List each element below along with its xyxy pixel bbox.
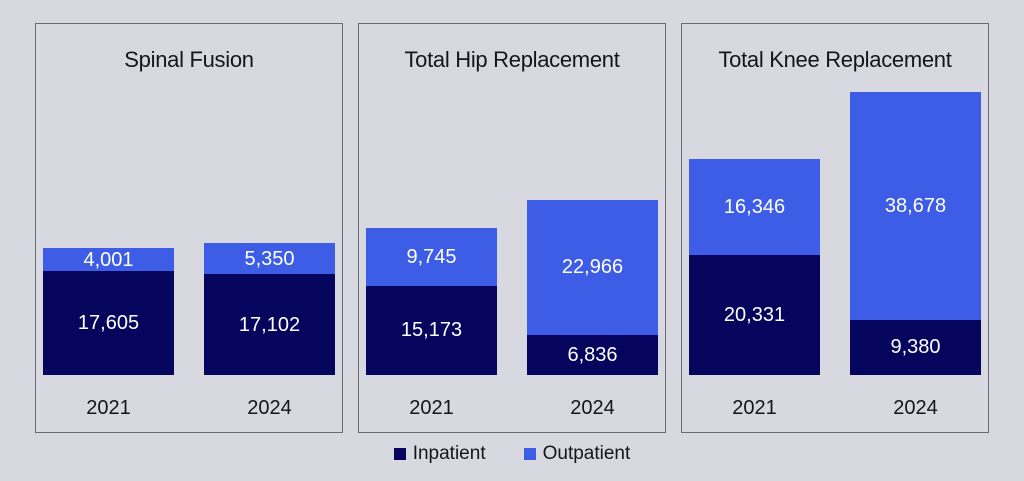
bars-area: 9,745 15,173 22,966 6,836 xyxy=(366,199,658,375)
value-label: 38,678 xyxy=(884,194,947,217)
value-label: 20,331 xyxy=(723,304,786,327)
value-label: 5,350 xyxy=(244,247,295,270)
value-label: 4,001 xyxy=(83,248,134,271)
category-label-2021: 2021 xyxy=(409,397,454,419)
segment-inpatient: 17,102 xyxy=(204,274,335,375)
bar-2021: 4,001 17,605 xyxy=(43,247,174,375)
segment-inpatient: 15,173 xyxy=(366,285,497,375)
bars-area: 16,346 20,331 38,678 9,380 xyxy=(689,92,981,375)
panel-total-hip-replacement: Total Hip Replacement 9,745 15,173 22,966 6,… xyxy=(358,23,666,433)
segment-inpatient: 6,836 xyxy=(527,334,658,375)
inpatient-swatch-icon xyxy=(393,448,406,460)
segment-outpatient: 4,001 xyxy=(43,247,174,272)
panel-spinal-fusion: Spinal Fusion 4,001 17,605 5,350 17,102 2021 2… xyxy=(35,23,343,433)
panel-title: Spinal Fusion xyxy=(124,47,254,72)
panel-total-knee-replacement: Total Knee Replacement 16,346 20,331 38,678… xyxy=(681,23,989,433)
category-label-2024: 2024 xyxy=(570,397,615,419)
segment-outpatient: 5,350 xyxy=(204,242,335,275)
outpatient-swatch-icon xyxy=(523,448,536,460)
category-label-2021: 2021 xyxy=(732,397,777,419)
bar-2024: 22,966 6,836 xyxy=(527,199,658,375)
legend-label: Inpatient xyxy=(412,443,486,464)
panel-title: Total Knee Replacement xyxy=(718,47,952,72)
bars-area: 4,001 17,605 5,350 17,102 xyxy=(43,242,335,375)
legend: Inpatient Outpatient xyxy=(0,443,1024,465)
category-label-2024: 2024 xyxy=(893,397,938,419)
value-label: 16,346 xyxy=(723,196,786,219)
legend-item-inpatient: Inpatient xyxy=(393,443,486,465)
category-label-2021: 2021 xyxy=(86,397,131,419)
segment-outpatient: 22,966 xyxy=(527,199,658,335)
legend-label: Outpatient xyxy=(542,443,631,464)
value-label: 22,966 xyxy=(561,256,624,279)
bar-2024: 38,678 9,380 xyxy=(850,92,981,375)
value-label: 6,836 xyxy=(567,343,618,366)
segment-inpatient: 20,331 xyxy=(689,255,820,375)
panel-title: Total Hip Replacement xyxy=(404,47,620,72)
panels-row: Spinal Fusion 4,001 17,605 5,350 17,102 2021 2… xyxy=(35,23,989,433)
value-label: 17,605 xyxy=(77,312,140,335)
segment-outpatient: 38,678 xyxy=(850,92,981,320)
bar-2021: 16,346 20,331 xyxy=(689,159,820,375)
bar-2024: 5,350 17,102 xyxy=(204,242,335,375)
category-axis: 2021 2024 xyxy=(689,397,981,420)
value-label: 15,173 xyxy=(400,319,463,342)
segment-inpatient: 17,605 xyxy=(43,271,174,375)
segment-inpatient: 9,380 xyxy=(850,319,981,375)
value-label: 17,102 xyxy=(238,313,301,336)
bar-2021: 9,745 15,173 xyxy=(366,228,497,375)
category-axis: 2021 2024 xyxy=(43,397,335,420)
value-label: 9,745 xyxy=(406,245,457,268)
legend-item-outpatient: Outpatient xyxy=(523,443,631,465)
category-label-2024: 2024 xyxy=(247,397,292,419)
segment-outpatient: 16,346 xyxy=(689,159,820,256)
segment-outpatient: 9,745 xyxy=(366,228,497,286)
value-label: 9,380 xyxy=(890,336,941,359)
category-axis: 2021 2024 xyxy=(366,397,658,420)
